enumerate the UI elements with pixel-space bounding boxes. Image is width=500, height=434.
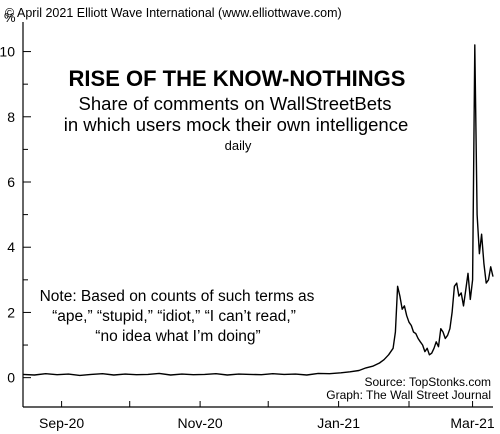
series-line-0 bbox=[22, 44, 494, 377]
x-tick-label: Sep-20 bbox=[39, 415, 84, 431]
note-line-1: Note: Based on counts of such terms as bbox=[40, 288, 315, 305]
source-text: Source: TopStonks.com bbox=[364, 375, 491, 389]
x-tick-label: Mar-21 bbox=[450, 415, 495, 431]
frequency-label: daily bbox=[225, 138, 252, 153]
y-unit-label: % bbox=[4, 10, 16, 25]
x-axis: Sep-20 Nov-20 Jan-21 Mar-21 bbox=[23, 401, 495, 431]
x-tick-label: Jan-21 bbox=[317, 415, 360, 431]
chart-subtitle-line-1: Share of comments on WallStreetBets bbox=[79, 93, 392, 114]
note-line-3: “no idea what I’m doing” bbox=[95, 328, 260, 345]
y-tick-label: 0 bbox=[7, 370, 15, 386]
y-tick-label: 10 bbox=[0, 44, 15, 60]
y-tick-label: 6 bbox=[7, 174, 15, 190]
copyright-text: © April 2021 Elliott Wave International … bbox=[5, 6, 342, 20]
y-tick-label: 8 bbox=[7, 109, 15, 125]
y-axis: 0 2 4 6 8 10 bbox=[0, 22, 31, 407]
x-tick-label: Nov-20 bbox=[178, 415, 223, 431]
y-tick-label: 4 bbox=[7, 239, 15, 255]
note-line-2: “ape,” “stupid,” “idiot,” “I can’t read,… bbox=[52, 308, 296, 325]
y-tick-label: 2 bbox=[7, 304, 15, 320]
chart-subtitle-line-2: in which users mock their own intelligen… bbox=[64, 114, 408, 135]
series-layer bbox=[22, 44, 494, 377]
graph-credit-text: Graph: The Wall Street Journal bbox=[326, 388, 491, 402]
chart-title: RISE OF THE KNOW-NOTHINGS bbox=[69, 66, 406, 91]
